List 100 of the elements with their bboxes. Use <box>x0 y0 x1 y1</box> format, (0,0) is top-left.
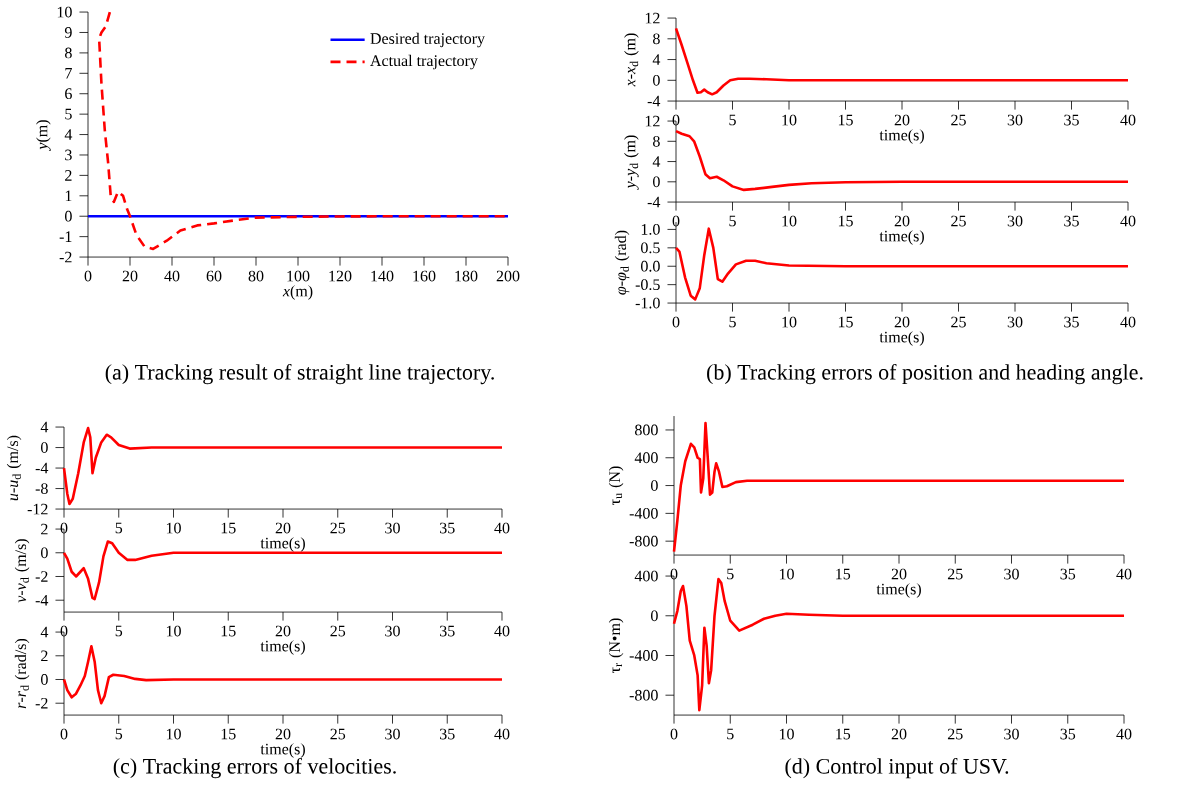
x-tick-label: 35 <box>440 728 455 740</box>
y-tick-label: 0 <box>41 547 48 559</box>
y-tick-label: -4 <box>647 196 661 208</box>
x-tick-label: 15 <box>221 522 236 534</box>
y-tick-label: -1.0 <box>635 297 660 309</box>
y-tick-label: -800 <box>629 689 658 701</box>
y-tick-label: -4 <box>647 95 661 107</box>
x-tick-label: 25 <box>951 215 966 227</box>
y-tick-label: 8 <box>653 33 660 45</box>
x-tick-label: 100 <box>287 270 310 282</box>
x-tick-label: 20 <box>275 625 291 637</box>
y-tick-label: 8 <box>653 135 660 147</box>
y-tick-label: 2 <box>41 650 48 662</box>
y-tick-label: 3 <box>65 149 72 161</box>
x-tick-label: 0 <box>672 316 680 328</box>
y-axis-title: u-u$_{d}$ (m/s) <box>6 435 22 501</box>
x-tick-label: 40 <box>1120 316 1136 328</box>
x-tick-label: 30 <box>385 728 400 740</box>
y-tick-label: 8 <box>65 47 72 59</box>
x-tick-label: 10 <box>166 625 181 637</box>
x-tick-label: 30 <box>1007 316 1023 328</box>
y-axis-title: y-y$_{d}$ (m) <box>624 135 639 190</box>
y-tick-label: 0 <box>653 176 660 188</box>
y-tick-label: -8 <box>35 483 48 494</box>
y-tick-label: 1.0 <box>641 223 660 235</box>
x-tick-label: 10 <box>779 728 794 740</box>
y-tick-label: -4 <box>35 594 49 606</box>
x-tick-label: 30 <box>385 522 400 534</box>
x-tick-label: 160 <box>413 270 436 282</box>
x-tick-label: 5 <box>115 728 123 740</box>
x-tick-label: 20 <box>122 270 138 282</box>
y-axis-title: x-x$_{d}$ (m) <box>624 33 639 87</box>
y-axis-title: τ$_{u}$ (N) <box>608 466 624 505</box>
x-tick-label: 5 <box>729 316 736 328</box>
line-series <box>674 129 1130 192</box>
y-tick-label: 0.5 <box>641 242 660 254</box>
y-tick-label: -400 <box>629 507 658 519</box>
x-tick-label: 25 <box>330 625 346 637</box>
x-tick-label: 10 <box>166 522 181 534</box>
x-tick-label: 5 <box>729 215 736 227</box>
x-tick-label: 10 <box>782 215 797 227</box>
y-axis-title: y(m) <box>36 120 51 151</box>
y-tick-label: 800 <box>635 424 658 436</box>
y-tick-label: 400 <box>634 570 658 582</box>
x-tick-label: 20 <box>275 522 291 534</box>
x-tick-label: 0 <box>672 114 680 126</box>
x-axis-title: time(s) <box>260 537 305 552</box>
x-tick-label: 10 <box>782 114 797 126</box>
x-tick-label: 60 <box>206 270 222 282</box>
y-tick-label: 4 <box>64 129 73 140</box>
text: (b) Tracking errors of position and heading angle. <box>707 363 1143 385</box>
x-tick-label: 5 <box>727 728 734 740</box>
x-tick-label: 10 <box>166 728 181 740</box>
x-tick-label: 20 <box>891 728 907 740</box>
y-tick-label: -2 <box>35 571 48 582</box>
y-tick-label: 4 <box>652 156 661 167</box>
x-tick-label: 5 <box>115 625 123 637</box>
x-tick-label: 80 <box>248 270 264 282</box>
text: (a) Tracking result of straight line trajectory. <box>105 363 494 385</box>
y-tick-label: 2 <box>41 523 48 535</box>
y-tick-label: -400 <box>629 650 658 661</box>
x-tick-label: 35 <box>1064 316 1079 328</box>
x-tick-label: 15 <box>836 728 851 740</box>
y-tick-label: -4 <box>35 462 49 474</box>
y-axis-title: v-v$_{d}$ (m/s) <box>14 539 30 603</box>
y-axis-title: τ$_{r}$ (N•m) <box>608 618 624 674</box>
text: (c) Tracking errors of velocities. <box>113 757 396 779</box>
y-tick-label: 1 <box>65 190 72 202</box>
x-tick-label: 10 <box>782 316 797 328</box>
y-tick-label: 9 <box>64 27 72 38</box>
x-tick-label: 30 <box>1004 728 1019 740</box>
x-tick-label: 40 <box>494 728 510 740</box>
x-tick-label: 30 <box>1007 114 1023 126</box>
x-tick-label: 40 <box>1120 215 1136 227</box>
y-tick-label: 2 <box>65 170 72 181</box>
y-tick-label: 0.0 <box>641 260 660 272</box>
x-tick-label: 20 <box>894 316 910 328</box>
x-tick-label: 15 <box>838 215 853 227</box>
y-tick-label: 10 <box>57 6 72 18</box>
x-tick-label: 15 <box>838 114 853 126</box>
x-tick-label: 25 <box>951 316 966 328</box>
x-tick-label: 15 <box>836 568 851 580</box>
y-tick-label: 7 <box>65 68 72 79</box>
x-tick-label: 40 <box>494 625 510 637</box>
x-tick-label: 30 <box>1004 568 1019 580</box>
x-tick-label: 0 <box>670 728 678 740</box>
x-tick-label: 25 <box>947 728 963 740</box>
x-axis-title: time(s) <box>879 129 924 144</box>
x-tick-label: 5 <box>729 114 736 126</box>
x-tick-label: 25 <box>947 568 963 580</box>
x-tick-label: 180 <box>455 270 478 282</box>
x-tick-label: 25 <box>330 728 346 740</box>
y-tick-label: 4 <box>40 421 49 433</box>
x-tick-label: 35 <box>1060 568 1076 580</box>
x-tick-label: 30 <box>1007 215 1023 227</box>
y-tick-label: -12 <box>27 503 48 515</box>
x-tick-label: 40 <box>164 270 180 282</box>
x-tick-label: 35 <box>440 522 455 534</box>
x-tick-label: 35 <box>440 625 455 637</box>
y-tick-label: 0 <box>651 480 658 491</box>
